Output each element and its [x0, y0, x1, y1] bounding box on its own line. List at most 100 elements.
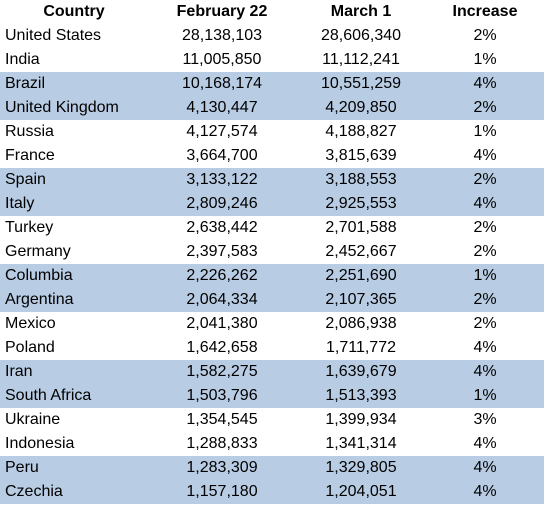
february-22-cell: 1,503,796 — [148, 384, 296, 408]
country-cell: Ukraine — [5, 411, 61, 428]
table-row: South Africa 1,503,796 1,513,393 1% — [0, 384, 544, 408]
table-row: Mexico 2,041,380 2,086,938 2% — [0, 312, 544, 336]
increase-cell: 4% — [473, 435, 497, 452]
country-cell: Peru — [0, 456, 148, 480]
table-row: Germany 2,397,583 2,452,667 2% — [0, 240, 544, 264]
table-row: Peru 1,283,309 1,329,805 4% — [0, 456, 544, 480]
table-row: Italy 2,809,246 2,925,553 4% — [0, 192, 544, 216]
increase-cell: 4% — [426, 360, 544, 384]
march-1-cell: 2,452,667 — [325, 243, 397, 260]
header-country: Country — [43, 3, 105, 20]
february-22-cell: 2,638,442 — [186, 219, 258, 236]
february-22-cell: 2,064,334 — [148, 288, 296, 312]
table-body: United States 28,138,103 28,606,340 2% India… — [0, 24, 544, 504]
increase-cell: 2% — [426, 288, 544, 312]
february-22-cell: 3,664,700 — [186, 147, 258, 164]
table-row: Poland 1,642,658 1,711,772 4% — [0, 336, 544, 360]
table-row: Iran 1,582,275 1,639,679 4% — [0, 360, 544, 384]
header-march-1: March 1 — [330, 3, 392, 20]
february-22-cell: 1,642,658 — [186, 339, 258, 356]
march-1-cell: 1,639,679 — [296, 360, 426, 384]
increase-cell: 4% — [426, 192, 544, 216]
february-22-cell: 1,354,545 — [186, 411, 258, 428]
country-cell: South Africa — [0, 384, 148, 408]
table-row: Turkey 2,638,442 2,701,588 2% — [0, 216, 544, 240]
country-cell: Argentina — [0, 288, 148, 312]
march-1-cell: 2,925,553 — [296, 192, 426, 216]
table-row: Spain 3,133,122 3,188,553 2% — [0, 168, 544, 192]
country-cell: Spain — [0, 168, 148, 192]
country-cell: Brazil — [0, 72, 148, 96]
increase-cell: 4% — [473, 339, 497, 356]
march-1-cell: 2,701,588 — [325, 219, 397, 236]
increase-cell: 2% — [426, 96, 544, 120]
increase-cell: 4% — [426, 480, 544, 504]
table-row: United States 28,138,103 28,606,340 2% — [0, 24, 544, 48]
march-1-cell: 2,251,690 — [296, 264, 426, 288]
country-cell: Columbia — [0, 264, 148, 288]
february-22-cell: 1,288,833 — [186, 435, 258, 452]
march-1-cell: 2,107,365 — [296, 288, 426, 312]
february-22-cell: 1,157,180 — [148, 480, 296, 504]
country-cell: United States — [5, 27, 102, 44]
march-1-cell: 28,606,340 — [320, 27, 402, 44]
country-cell: Indonesia — [5, 435, 75, 452]
february-22-cell: 2,041,380 — [186, 315, 258, 332]
march-1-cell: 3,188,553 — [296, 168, 426, 192]
february-22-cell: 10,168,174 — [148, 72, 296, 96]
country-cell: Czechia — [0, 480, 148, 504]
country-cell: Poland — [5, 339, 55, 356]
march-1-cell: 1,513,393 — [296, 384, 426, 408]
march-1-cell: 2,086,938 — [325, 315, 397, 332]
table-row: Russia 4,127,574 4,188,827 1% — [0, 120, 544, 144]
table-row: Brazil 10,168,174 10,551,259 4% — [0, 72, 544, 96]
february-22-cell: 1,283,309 — [148, 456, 296, 480]
increase-cell: 2% — [473, 219, 497, 236]
table-row: Columbia 2,226,262 2,251,690 1% — [0, 264, 544, 288]
table-row: India 11,005,850 11,112,241 1% — [0, 48, 544, 72]
table-row: Argentina 2,064,334 2,107,365 2% — [0, 288, 544, 312]
country-cell: Mexico — [5, 315, 56, 332]
march-1-cell: 10,551,259 — [296, 72, 426, 96]
february-22-cell: 4,127,574 — [186, 123, 258, 140]
march-1-cell: 11,112,241 — [322, 51, 400, 68]
march-1-cell: 3,815,639 — [325, 147, 397, 164]
march-1-cell: 4,209,850 — [296, 96, 426, 120]
increase-cell: 4% — [426, 456, 544, 480]
increase-cell: 1% — [426, 264, 544, 288]
february-22-cell: 1,582,275 — [148, 360, 296, 384]
country-cell: Italy — [0, 192, 148, 216]
february-22-cell: 11,005,850 — [182, 51, 262, 68]
february-22-cell: 4,130,447 — [148, 96, 296, 120]
country-cell: Turkey — [5, 219, 54, 236]
table-row: Czechia 1,157,180 1,204,051 4% — [0, 480, 544, 504]
increase-cell: 2% — [426, 168, 544, 192]
march-1-cell: 1,399,934 — [325, 411, 397, 428]
increase-cell: 3% — [473, 411, 497, 428]
increase-cell: 2% — [473, 315, 497, 332]
country-cell: United Kingdom — [0, 96, 148, 120]
march-1-cell: 1,204,051 — [296, 480, 426, 504]
table-row: United Kingdom 4,130,447 4,209,850 2% — [0, 96, 544, 120]
february-22-cell: 3,133,122 — [148, 168, 296, 192]
february-22-cell: 2,226,262 — [148, 264, 296, 288]
country-cell: India — [5, 51, 40, 68]
country-cell: France — [5, 147, 55, 164]
header-increase: Increase — [452, 3, 518, 20]
increase-cell: 1% — [426, 384, 544, 408]
table-row: Ukraine 1,354,545 1,399,934 3% — [0, 408, 544, 432]
increase-cell: 2% — [473, 243, 497, 260]
increase-cell: 1% — [473, 123, 497, 140]
increase-cell: 1% — [473, 51, 497, 68]
country-cell: Iran — [0, 360, 148, 384]
table-row: Indonesia 1,288,833 1,341,314 4% — [0, 432, 544, 456]
header-february-22: February 22 — [176, 3, 268, 20]
february-22-cell: 2,809,246 — [148, 192, 296, 216]
country-cell: Russia — [5, 123, 54, 140]
increase-cell: 4% — [426, 72, 544, 96]
february-22-cell: 28,138,103 — [181, 27, 263, 44]
increase-cell: 4% — [473, 147, 497, 164]
february-22-cell: 2,397,583 — [186, 243, 258, 260]
increase-cell: 2% — [473, 27, 497, 44]
